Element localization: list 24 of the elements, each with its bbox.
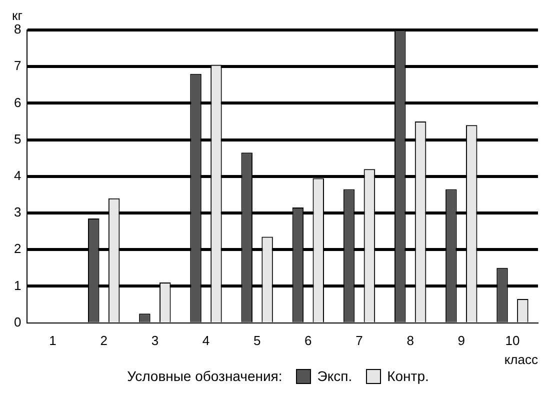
legend-label: Эксп.	[317, 368, 352, 384]
x-tick-label: 1	[49, 333, 56, 348]
legend-label: Контр.	[387, 368, 429, 384]
y-tick-label: 6	[14, 94, 22, 110]
y-tick-label: 8	[14, 22, 22, 37]
y-tick-label: 3	[14, 204, 22, 220]
x-tick-label: 8	[406, 333, 414, 348]
y-tick-label: 0	[14, 314, 22, 330]
x-tick-label: 6	[304, 333, 312, 348]
y-tick-label: 4	[14, 168, 22, 183]
y-tick-label: 5	[14, 131, 22, 146]
x-tick-label: 4	[202, 333, 210, 348]
y-axis-title: кг	[12, 8, 23, 24]
y-tick-label: 7	[14, 58, 22, 74]
x-axis-title: класс	[504, 352, 538, 367]
x-tick-label: 2	[100, 333, 108, 348]
x-tick-label: 5	[253, 333, 261, 348]
x-tick-label: 9	[458, 333, 465, 348]
legend-title: Условные обозначения:	[127, 368, 282, 384]
x-tick-label: 3	[151, 333, 159, 348]
x-tick-label: 10	[505, 333, 520, 348]
y-tick-label: 1	[14, 278, 22, 293]
x-tick-label: 7	[356, 333, 363, 348]
y-tick-label: 2	[14, 241, 22, 256]
